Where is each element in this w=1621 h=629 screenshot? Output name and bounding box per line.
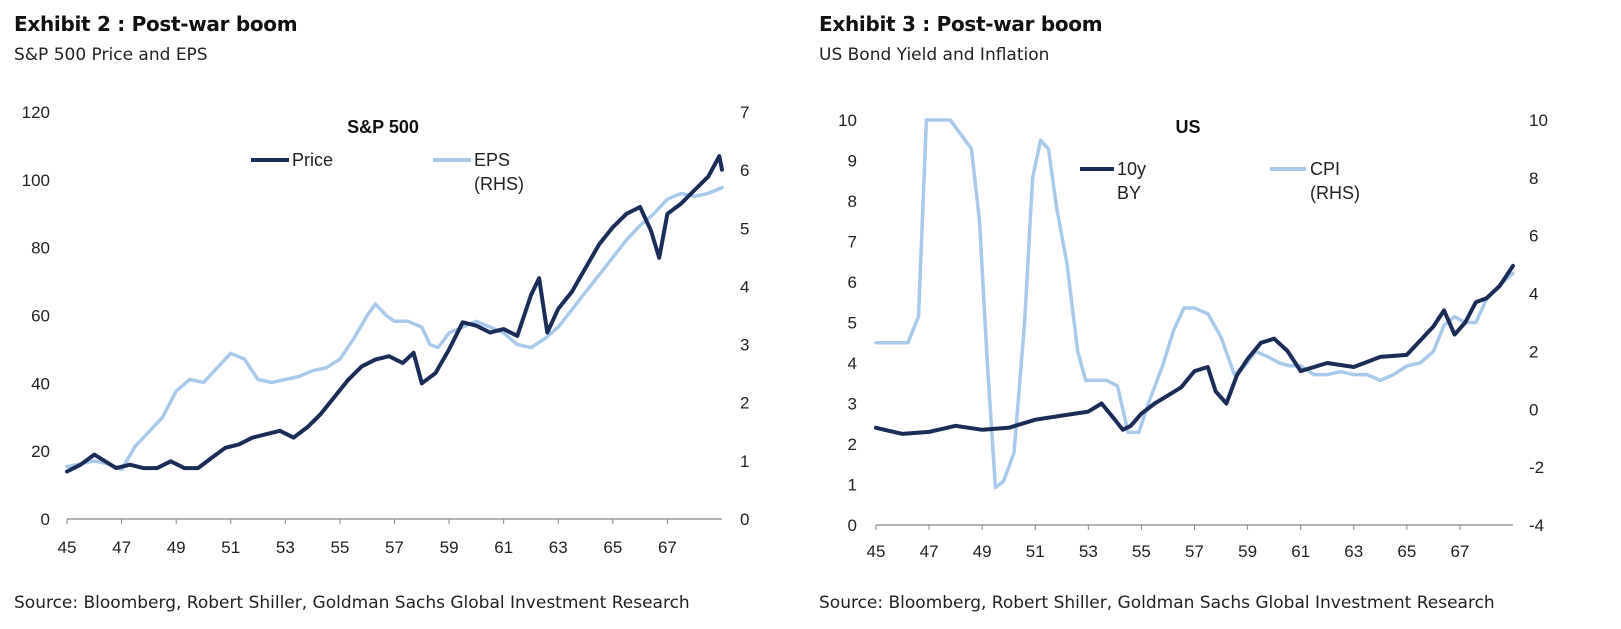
left-y-tick-label: 3 xyxy=(848,395,857,414)
right-y-tick-label: 4 xyxy=(1529,285,1538,304)
x-tick-label: 63 xyxy=(549,538,568,557)
left-y-tick-label: 60 xyxy=(31,307,50,326)
exhibit-3-panel: Exhibit 3 : Post-war boom US Bond Yield … xyxy=(805,0,1605,629)
exhibit-title: Exhibit 2 : Post-war boom xyxy=(14,12,298,36)
right-y-tick-label: 0 xyxy=(1529,400,1538,419)
left-y-tick-label: 100 xyxy=(22,171,50,190)
left-y-tick-label: 1 xyxy=(848,476,857,495)
left-y-tick-label: 4 xyxy=(848,354,857,373)
exhibit-2-panel: Exhibit 2 : Post-war boom S&P 500 Price … xyxy=(0,0,800,629)
left-y-tick-label: 20 xyxy=(31,442,50,461)
right-y-tick-label: 2 xyxy=(740,394,749,413)
left-y-tick-label: 120 xyxy=(22,103,50,122)
left-y-tick-label: 40 xyxy=(31,374,50,393)
right-y-tick-label: 6 xyxy=(740,161,749,180)
right-y-tick-label: 5 xyxy=(740,219,749,238)
x-tick-label: 59 xyxy=(1238,542,1257,561)
right-y-tick-label: 4 xyxy=(740,277,749,296)
x-tick-label: 55 xyxy=(330,538,349,557)
right-y-tick-label: 8 xyxy=(1529,169,1538,188)
right-y-tick-label: -4 xyxy=(1529,516,1544,535)
x-tick-label: 53 xyxy=(1079,542,1098,561)
x-tick-label: 47 xyxy=(112,538,131,557)
left-y-tick-label: 9 xyxy=(848,152,857,171)
series-line-secondary xyxy=(65,185,724,472)
x-tick-label: 49 xyxy=(167,538,186,557)
x-tick-label: 65 xyxy=(1397,542,1416,561)
legend-label: CPI (RHS) xyxy=(1310,159,1360,203)
exhibit-subtitle: S&P 500 Price and EPS xyxy=(14,45,208,65)
x-tick-label: 67 xyxy=(1450,542,1469,561)
x-tick-label: 55 xyxy=(1132,542,1151,561)
right-y-tick-label: 6 xyxy=(1529,227,1538,246)
x-tick-label: 63 xyxy=(1344,542,1363,561)
left-y-tick-label: 2 xyxy=(848,435,857,454)
sp500-chart: 45 47 49 51 53 55 57 59 61 63 65 670204060801001200… xyxy=(22,103,750,557)
exhibit-source: Source: Bloomberg, Robert Shiller, Goldm… xyxy=(819,593,1495,613)
right-y-tick-label: 0 xyxy=(740,510,749,529)
right-y-tick-label: 2 xyxy=(1529,342,1538,361)
x-tick-label: 49 xyxy=(973,542,992,561)
left-y-tick-label: 80 xyxy=(31,239,50,258)
left-y-tick-label: 10 xyxy=(838,111,857,130)
right-y-tick-label: 10 xyxy=(1529,111,1548,130)
x-tick-label: 57 xyxy=(1185,542,1204,561)
legend-label: EPS (RHS) xyxy=(474,150,524,194)
series-line-primary xyxy=(874,263,1515,436)
exhibit-source: Source: Bloomberg, Robert Shiller, Goldm… xyxy=(14,593,690,613)
left-y-tick-label: 0 xyxy=(848,516,857,535)
legend-label: 10y BY xyxy=(1117,159,1146,203)
exhibit-title: Exhibit 3 : Post-war boom xyxy=(819,12,1103,36)
chart-title: S&P 500 xyxy=(347,117,419,137)
left-y-tick-label: 0 xyxy=(41,510,50,529)
x-tick-label: 67 xyxy=(658,538,677,557)
x-tick-label: 59 xyxy=(440,538,459,557)
left-y-tick-label: 6 xyxy=(848,273,857,292)
x-tick-label: 51 xyxy=(221,538,240,557)
x-tick-label: 57 xyxy=(385,538,404,557)
exhibit-subtitle: US Bond Yield and Inflation xyxy=(819,45,1050,65)
right-y-tick-label: -2 xyxy=(1529,458,1544,477)
left-y-tick-label: 8 xyxy=(848,192,857,211)
x-tick-label: 53 xyxy=(276,538,295,557)
series-line-secondary xyxy=(874,118,1515,490)
x-tick-label: 45 xyxy=(867,542,886,561)
us-chart: 45 47 49 51 53 55 57 59 61 63 65 67012345678910-4-2… xyxy=(838,111,1548,561)
right-y-tick-label: 1 xyxy=(740,452,749,471)
chart-title: US xyxy=(1175,117,1200,137)
series-line-primary xyxy=(65,154,724,474)
x-tick-label: 47 xyxy=(920,542,939,561)
right-y-tick-label: 7 xyxy=(740,103,749,122)
x-tick-label: 65 xyxy=(603,538,622,557)
legend-label: Price xyxy=(292,150,333,170)
right-y-tick-label: 3 xyxy=(740,336,749,355)
x-tick-label: 61 xyxy=(1291,542,1310,561)
left-y-tick-label: 7 xyxy=(848,233,857,252)
left-y-tick-label: 5 xyxy=(848,314,857,333)
x-tick-label: 51 xyxy=(1026,542,1045,561)
x-tick-label: 45 xyxy=(58,538,77,557)
x-tick-label: 61 xyxy=(494,538,513,557)
